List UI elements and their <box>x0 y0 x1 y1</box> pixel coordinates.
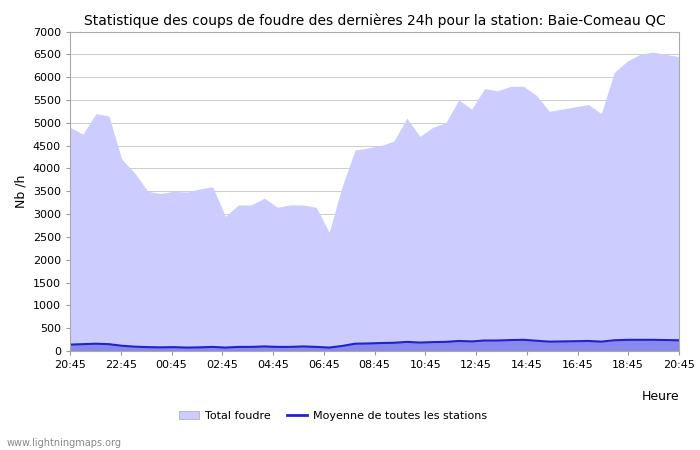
Title: Statistique des coups de foudre des dernières 24h pour la station: Baie-Comeau Q: Statistique des coups de foudre des dern… <box>83 13 666 27</box>
Text: Heure: Heure <box>641 390 679 403</box>
Y-axis label: Nb /h: Nb /h <box>14 175 27 208</box>
Text: www.lightningmaps.org: www.lightningmaps.org <box>7 438 122 448</box>
